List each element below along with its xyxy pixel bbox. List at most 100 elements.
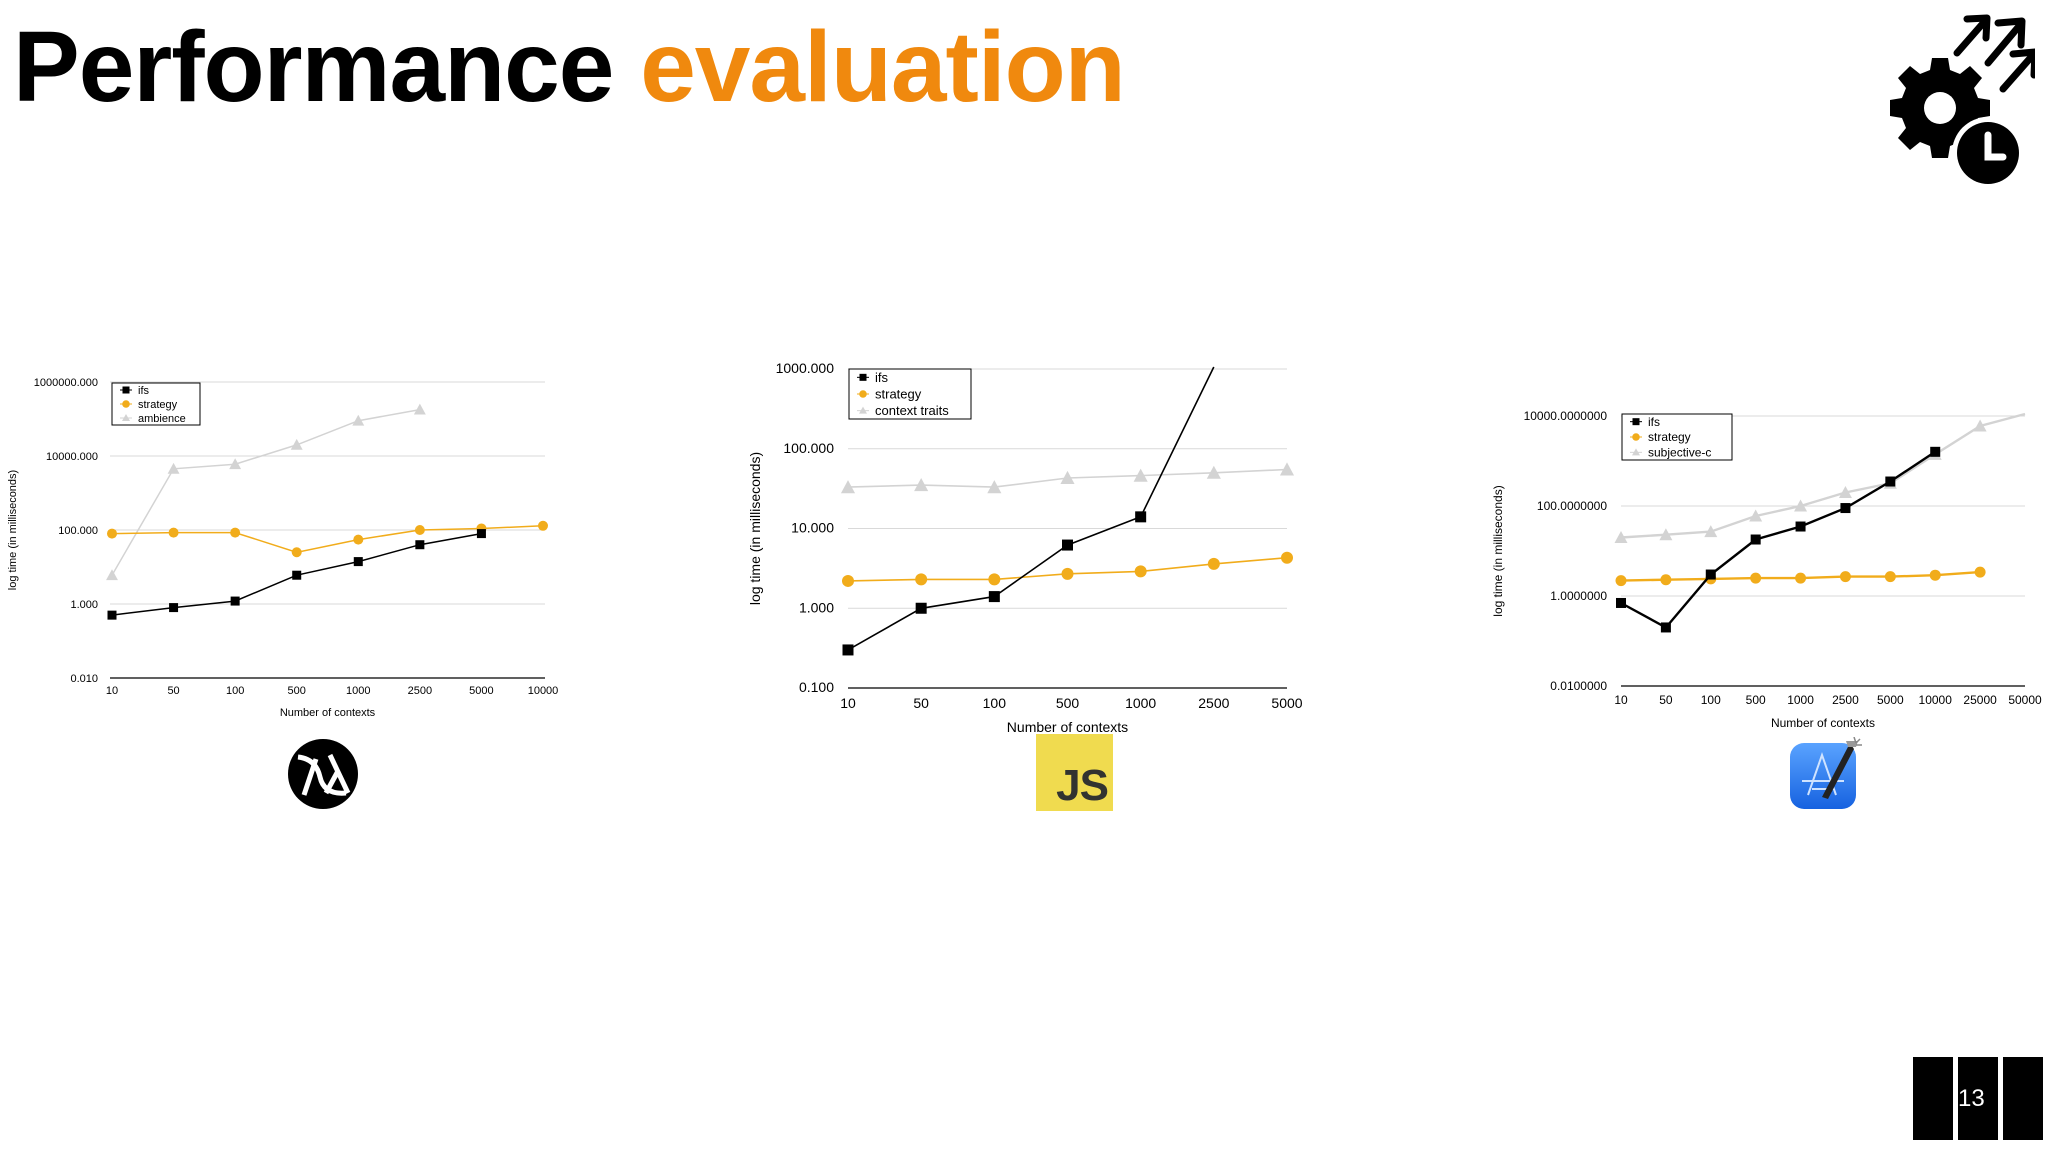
- xcode-logo: [1790, 737, 1862, 809]
- data-point-third: [1279, 462, 1295, 476]
- legend-entry-ifs: ifs: [1648, 415, 1660, 429]
- javascript-logo-text: JS: [1056, 761, 1109, 810]
- x-tick-label: 2500: [1198, 695, 1229, 711]
- x-tick-label: 500: [1746, 693, 1766, 707]
- data-point-strategy: [353, 534, 364, 545]
- data-point-third: [1973, 419, 1987, 432]
- legend-marker-ifs: [1632, 418, 1640, 426]
- x-tick-label: 500: [1056, 695, 1080, 711]
- legend-entry-strategy: strategy: [1648, 430, 1691, 444]
- data-point-strategy: [1615, 575, 1627, 587]
- data-point-ifs: [1840, 503, 1851, 514]
- legend-entry-third: subjective-c: [1648, 446, 1711, 460]
- legend-marker-strategy: [859, 390, 867, 398]
- data-point-ifs: [476, 529, 486, 539]
- legend-marker-third: [122, 414, 130, 421]
- x-axis-label: Number of contexts: [1771, 716, 1875, 730]
- legend-entry-third: ambience: [138, 413, 186, 425]
- data-point-third: [987, 480, 1002, 494]
- data-point-ifs: [988, 591, 1000, 603]
- x-tick-label: 100: [1701, 693, 1721, 707]
- data-point-ifs: [353, 557, 363, 567]
- data-point-strategy: [230, 527, 241, 538]
- series-line-ambience: [111, 408, 421, 576]
- y-tick-label: 100.000: [783, 440, 834, 456]
- y-tick-label: 1.0000000: [1550, 589, 1607, 603]
- x-tick-label: 25000: [1963, 693, 1997, 707]
- y-tick-label: 0.100: [799, 679, 834, 695]
- data-point-ifs: [230, 596, 240, 606]
- y-tick-label: 10.000: [791, 520, 834, 536]
- y-axis-label: log time (in milliseconds): [7, 470, 19, 590]
- data-point-ifs: [915, 602, 927, 614]
- data-point-strategy: [414, 525, 425, 535]
- data-point-ifs: [415, 540, 425, 550]
- data-point-ifs: [169, 603, 179, 613]
- y-tick-label: 0.0100000: [1550, 679, 1607, 693]
- legend-entry-ifs: ifs: [875, 370, 889, 385]
- x-tick-label: 5000: [1271, 695, 1302, 711]
- gear-clock-icon: [1890, 14, 2035, 189]
- data-point-strategy: [291, 547, 302, 558]
- ambienttalk-lambda-logo: [288, 739, 358, 809]
- x-tick-label: 2500: [1832, 693, 1859, 707]
- data-point-ifs: [1062, 539, 1073, 551]
- data-point-strategy: [1207, 557, 1220, 570]
- x-tick-label: 1000: [346, 685, 370, 697]
- series-line-ifs: [1620, 450, 1936, 630]
- data-point-third: [167, 462, 180, 474]
- title-part1: Performance: [13, 11, 614, 123]
- x-axis-label: Number of contexts: [280, 707, 376, 719]
- legend-marker-strategy: [1632, 433, 1640, 441]
- data-point-ifs: [107, 610, 117, 620]
- data-point-strategy: [1795, 572, 1807, 584]
- y-tick-label: 1.000: [70, 599, 98, 611]
- data-point-ifs: [1660, 622, 1671, 633]
- data-point-third: [352, 414, 365, 426]
- data-point-strategy: [1750, 572, 1762, 584]
- legend-marker-third: [1632, 448, 1640, 456]
- legend-marker-strategy: [122, 400, 130, 408]
- x-tick-label: 10: [1614, 693, 1628, 707]
- data-point-third: [1133, 468, 1148, 482]
- legend-entry-strategy: strategy: [138, 399, 178, 411]
- data-point-third: [1659, 528, 1673, 541]
- data-point-strategy: [842, 574, 854, 587]
- pager-block-right: [2003, 1057, 2043, 1140]
- data-point-strategy: [1839, 571, 1851, 583]
- data-point-third: [1838, 485, 1852, 498]
- series-line-strategy: [111, 525, 544, 554]
- x-tick-label: 50000: [2008, 693, 2042, 707]
- data-point-ifs: [842, 644, 854, 656]
- data-point-ifs: [1135, 511, 1147, 523]
- data-point-ifs: [1750, 534, 1761, 545]
- data-point-ifs: [1930, 446, 1941, 457]
- y-tick-label: 0.010: [70, 673, 98, 685]
- x-tick-label: 500: [288, 685, 306, 697]
- data-point-third: [1206, 465, 1221, 479]
- data-point-strategy: [1884, 571, 1896, 583]
- x-tick-label: 100: [226, 685, 244, 697]
- data-point-ifs: [1885, 476, 1896, 487]
- data-point-strategy: [1061, 567, 1074, 580]
- series-line-subjective-c: [1620, 412, 2026, 539]
- data-point-ifs: [292, 570, 302, 580]
- legend-marker-ifs: [122, 386, 130, 394]
- data-point-ifs: [1705, 569, 1716, 580]
- y-axis-label: log time (in milliseconds): [1491, 485, 1505, 616]
- data-point-strategy: [1134, 565, 1147, 578]
- legend-entry-strategy: strategy: [875, 387, 922, 402]
- data-point-third: [1060, 470, 1075, 485]
- legend-entry-ifs: ifs: [138, 385, 150, 397]
- title-part2: evaluation: [640, 11, 1126, 123]
- data-point-third: [290, 438, 303, 450]
- legend-box: [848, 368, 972, 420]
- data-point-strategy: [168, 527, 179, 538]
- legend-marker-ifs: [859, 373, 867, 381]
- data-point-third: [1614, 530, 1628, 543]
- data-point-strategy: [538, 520, 548, 531]
- data-point-third: [413, 403, 426, 415]
